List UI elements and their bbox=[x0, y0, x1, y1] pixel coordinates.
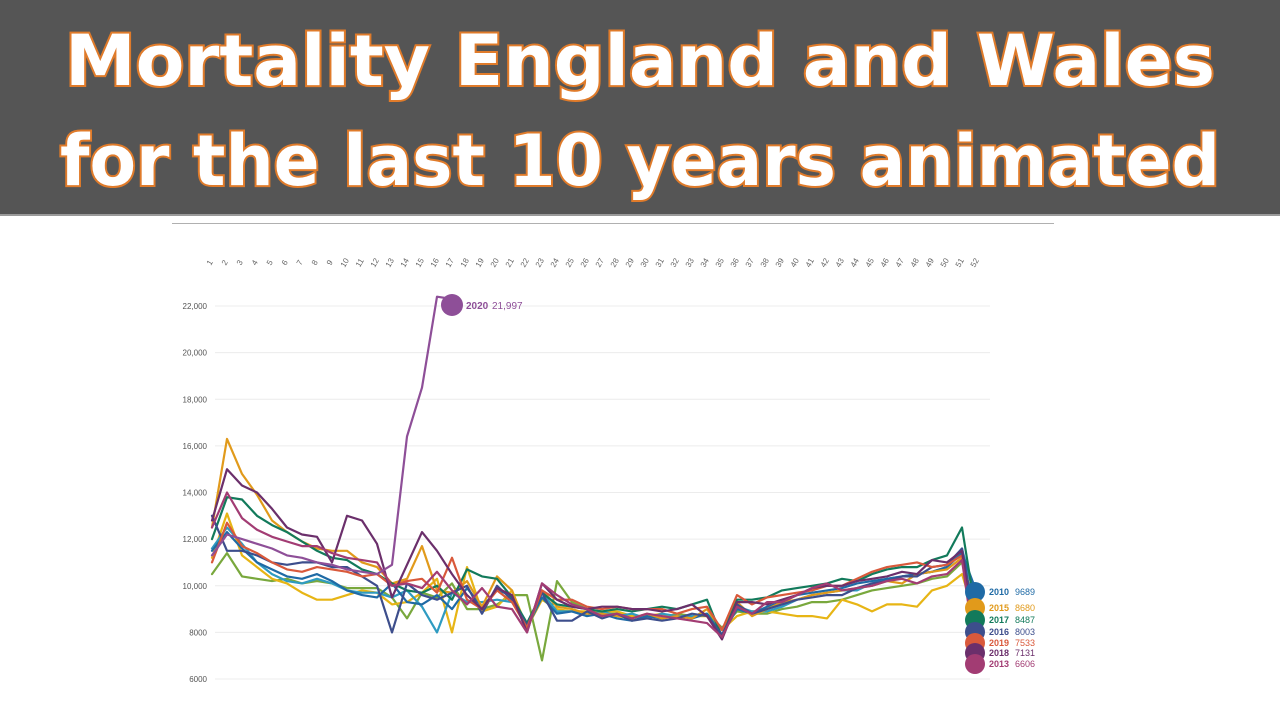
x-tick-label: 23 bbox=[534, 256, 547, 269]
x-tick-label: 12 bbox=[369, 256, 382, 269]
x-tick-label: 32 bbox=[669, 256, 682, 269]
x-tick-label: 18 bbox=[459, 256, 472, 269]
x-tick-label: 21 bbox=[504, 256, 517, 269]
x-tick-label: 51 bbox=[954, 256, 967, 269]
x-tick-label: 48 bbox=[909, 256, 922, 269]
x-tick-label: 6 bbox=[280, 258, 290, 267]
y-tick-label: 10,000 bbox=[183, 582, 208, 591]
title-line-2: for the last 10 years animated bbox=[60, 120, 1220, 202]
y-tick-label: 16,000 bbox=[183, 442, 208, 451]
x-tick-label: 52 bbox=[969, 256, 982, 269]
y-tick-label: 22,000 bbox=[183, 302, 208, 311]
x-tick-label: 9 bbox=[325, 258, 335, 267]
x-tick-label: 37 bbox=[744, 256, 757, 269]
x-tick-label: 20 bbox=[489, 256, 502, 269]
x-tick-label: 46 bbox=[879, 256, 892, 269]
end-label-year: 2013 bbox=[989, 659, 1009, 669]
x-tick-label: 15 bbox=[414, 256, 427, 269]
end-label-value: 8487 bbox=[1015, 615, 1035, 625]
x-tick-label: 39 bbox=[774, 256, 787, 269]
x-tick-label: 35 bbox=[714, 256, 727, 269]
x-tick-label: 40 bbox=[789, 256, 802, 269]
x-tick-label: 13 bbox=[384, 256, 397, 269]
x-tick-label: 4 bbox=[250, 258, 260, 267]
x-tick-label: 8 bbox=[310, 258, 320, 267]
y-tick-label: 18,000 bbox=[183, 395, 208, 404]
x-tick-label: 25 bbox=[564, 256, 577, 269]
x-tick-label: 24 bbox=[549, 256, 562, 269]
separator-rule bbox=[172, 223, 1054, 224]
x-tick-label: 3 bbox=[235, 258, 245, 267]
end-label-value: 7533 bbox=[1015, 638, 1035, 648]
x-tick-label: 47 bbox=[894, 256, 907, 269]
y-tick-label: 20,000 bbox=[183, 349, 208, 358]
x-tick-label: 16 bbox=[429, 256, 442, 269]
end-label-year: 2018 bbox=[989, 648, 1009, 658]
x-tick-label: 26 bbox=[579, 256, 592, 269]
end-label-value: 8003 bbox=[1015, 627, 1035, 637]
series-line-2017 bbox=[210, 496, 979, 639]
end-label-value: 21,997 bbox=[492, 301, 523, 312]
x-tick-label: 11 bbox=[354, 256, 366, 268]
x-tick-label: 50 bbox=[939, 256, 952, 269]
x-tick-label: 30 bbox=[639, 256, 652, 269]
x-tick-label: 2 bbox=[220, 258, 230, 267]
x-tick-label: 49 bbox=[924, 256, 937, 269]
x-tick-label: 22 bbox=[519, 256, 532, 269]
end-label-year: 2015 bbox=[989, 603, 1009, 613]
title-line-1: Mortality England and Wales bbox=[65, 20, 1215, 102]
end-label-year: 2019 bbox=[989, 638, 1009, 648]
x-tick-label: 36 bbox=[729, 256, 742, 269]
x-tick-label: 29 bbox=[624, 256, 637, 269]
series-line-2015 bbox=[210, 437, 979, 632]
x-tick-label: 19 bbox=[474, 256, 487, 269]
x-tick-label: 41 bbox=[804, 256, 817, 269]
end-label-year: 2016 bbox=[989, 627, 1009, 637]
x-tick-label: 17 bbox=[444, 256, 457, 269]
end-marker-2013 bbox=[965, 654, 985, 674]
y-tick-label: 12,000 bbox=[183, 535, 208, 544]
end-marker-2010 bbox=[965, 582, 985, 602]
y-tick-label: 6000 bbox=[189, 675, 207, 684]
y-tick-label: 14,000 bbox=[183, 489, 208, 498]
x-tick-label: 45 bbox=[864, 256, 877, 269]
end-label-year: 2020 bbox=[466, 301, 489, 312]
end-label-value: 7131 bbox=[1015, 648, 1035, 658]
title-svg: Mortality England and Wales for the last… bbox=[58, 18, 1222, 204]
x-tick-label: 34 bbox=[699, 256, 712, 269]
mortality-line-chart: 6000 8000 10,000 12,000 14,000 16,000 18,000 20… bbox=[183, 256, 1036, 684]
end-label-value: 8680 bbox=[1015, 603, 1035, 613]
x-tick-label: 33 bbox=[684, 256, 697, 269]
series-line-2013 bbox=[210, 491, 979, 666]
x-tick-label: 27 bbox=[594, 256, 607, 269]
y-tick-label: 8000 bbox=[189, 628, 207, 637]
x-tick-label: 31 bbox=[654, 256, 667, 269]
end-label-value: 9689 bbox=[1015, 587, 1035, 597]
x-tick-label: 14 bbox=[399, 256, 412, 269]
x-tick-label: 5 bbox=[265, 258, 275, 267]
x-tick-label: 28 bbox=[609, 256, 622, 269]
x-tick-label: 44 bbox=[849, 256, 862, 269]
end-label-value: 6606 bbox=[1015, 659, 1035, 669]
x-tick-label: 38 bbox=[759, 256, 772, 269]
series-line-2020 bbox=[210, 295, 454, 576]
x-tick-label: 10 bbox=[339, 256, 352, 269]
end-label-year: 2010 bbox=[989, 587, 1009, 597]
end-label-year: 2017 bbox=[989, 615, 1009, 625]
title-banner: Mortality England and Wales for the last… bbox=[0, 0, 1280, 216]
x-tick-label: 43 bbox=[834, 256, 847, 269]
end-marker-2020 bbox=[441, 294, 463, 316]
x-tick-label: 7 bbox=[295, 258, 305, 267]
x-tick-label: 1 bbox=[205, 258, 215, 267]
series-line-2018 bbox=[210, 468, 979, 654]
x-tick-label: 42 bbox=[819, 256, 832, 269]
